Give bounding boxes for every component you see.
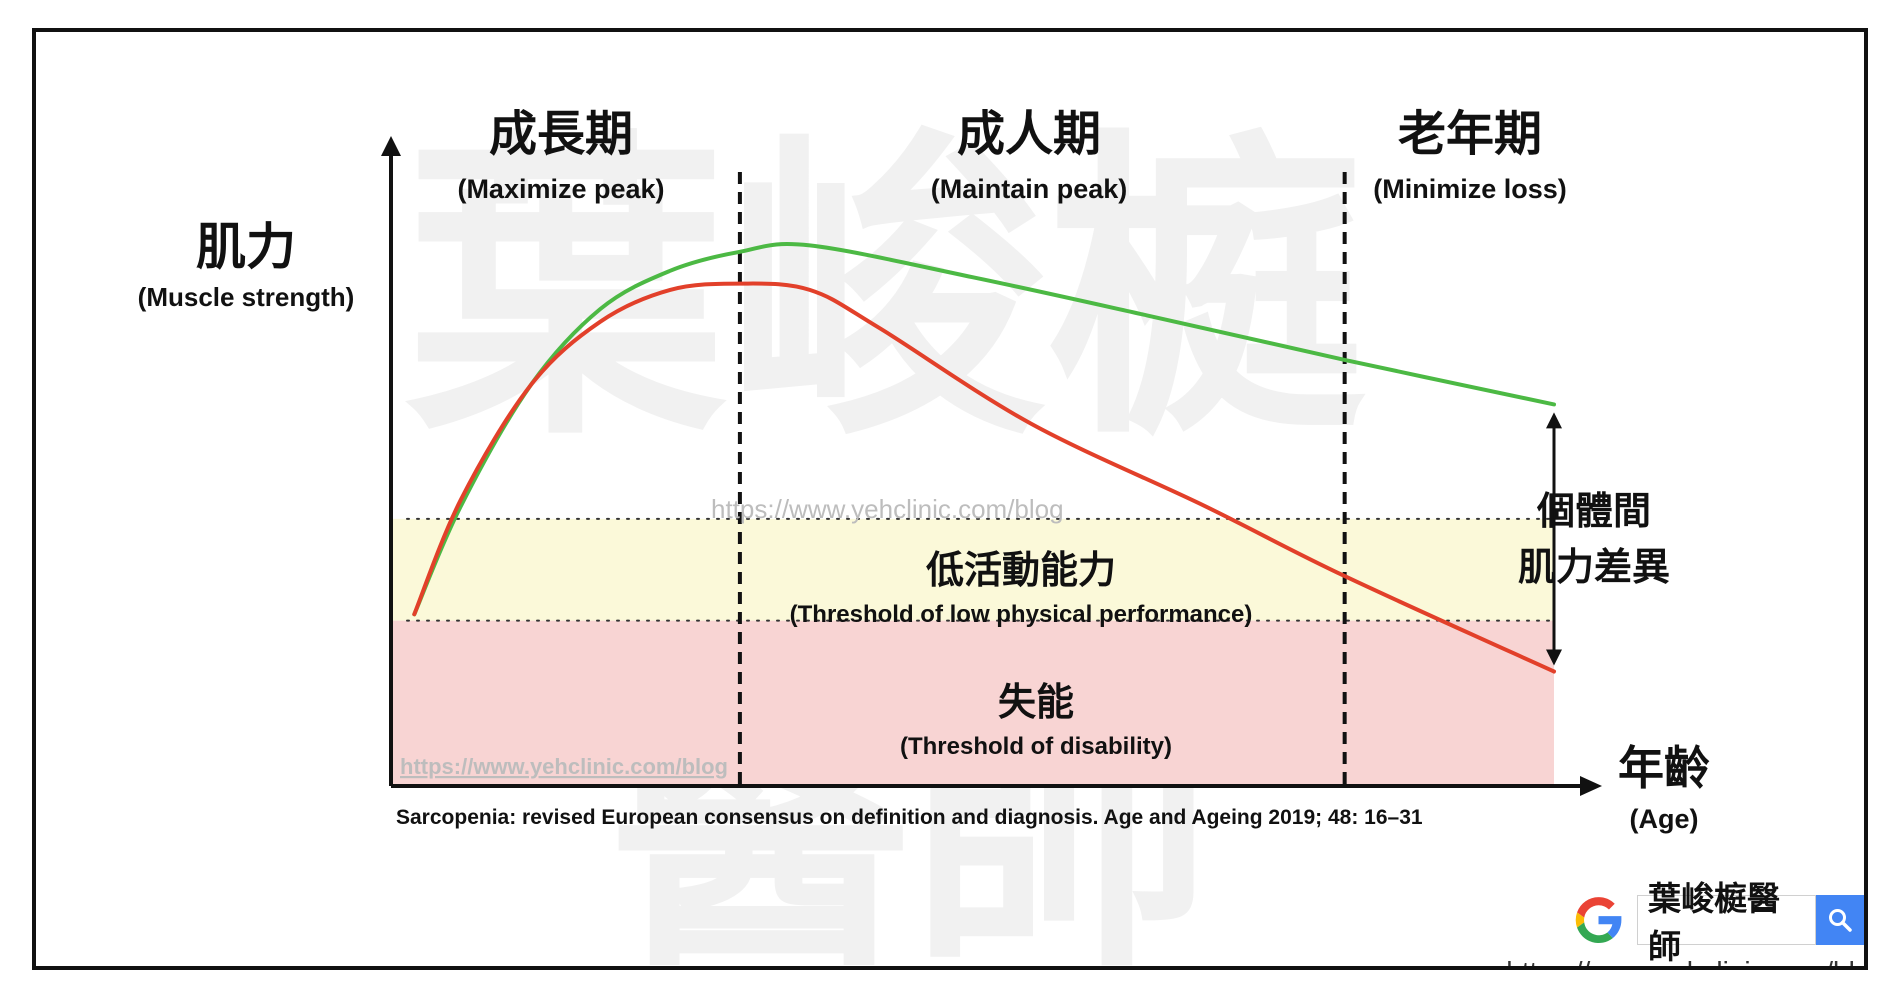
phase-label-elderly-en: (Minimize loss) xyxy=(1373,174,1567,204)
gap-arrowhead-top xyxy=(1546,412,1562,429)
search-button[interactable] xyxy=(1816,895,1864,945)
band-label-low-performance-zh: 低活動能力 xyxy=(926,548,1116,592)
band-label-disability-zh: 失能 xyxy=(998,680,1074,724)
watermark-big-top: 葉峻榳 xyxy=(401,106,1366,478)
watermark-url-corner: https://www.yehclinic.com/blog xyxy=(400,754,728,779)
phase-label-growth-en: (Maximize peak) xyxy=(457,174,664,204)
gap-label-line-1: 個體間 xyxy=(1536,489,1651,533)
x-axis-arrowhead xyxy=(1580,776,1602,796)
search-icon xyxy=(1829,909,1852,932)
google-search-widget[interactable]: 葉峻榳醫師 xyxy=(1568,879,1864,966)
gap-label-line-2: 肌力差異 xyxy=(1518,545,1670,589)
y-axis-arrowhead xyxy=(381,136,401,156)
google-logo-icon xyxy=(1575,897,1622,944)
figure-frame: 葉峻榳 醫師 https://www.yehclinic.com/blog ht… xyxy=(32,28,1868,970)
search-input[interactable]: 葉峻榳醫師 xyxy=(1637,879,1817,966)
phase-label-growth-zh: 成長期 xyxy=(489,106,633,162)
citation-text: Sarcopenia: revised European consensus o… xyxy=(396,806,1423,829)
band-low-performance xyxy=(391,518,1554,621)
y-axis-label-zh: 肌力 xyxy=(196,218,296,276)
series-line-low-trajectory xyxy=(412,281,1556,674)
band-label-low-performance-en: (Threshold of low physical performance) xyxy=(790,601,1253,628)
phase-label-adult-zh: 成人期 xyxy=(957,106,1101,162)
muscle-strength-chart: 葉峻榳 醫師 https://www.yehclinic.com/blog ht… xyxy=(138,106,1710,966)
watermark-url-center: https://www.yehclinic.com/blog xyxy=(711,494,1064,524)
blog-link[interactable]: https://www.yehclinic.com/blog xyxy=(1436,956,1864,966)
band-label-disability-en: (Threshold of disability) xyxy=(900,733,1172,760)
x-axis-label-zh: 年齡 xyxy=(1618,741,1710,795)
phase-label-elderly-zh: 老年期 xyxy=(1398,106,1542,162)
band-disability xyxy=(391,620,1554,786)
y-axis-label-en: (Muscle strength) xyxy=(138,282,355,312)
phase-label-adult-en: (Maintain peak) xyxy=(931,174,1128,204)
x-axis-label-en: (Age) xyxy=(1630,804,1699,834)
gap-arrowhead-bottom xyxy=(1546,649,1562,666)
